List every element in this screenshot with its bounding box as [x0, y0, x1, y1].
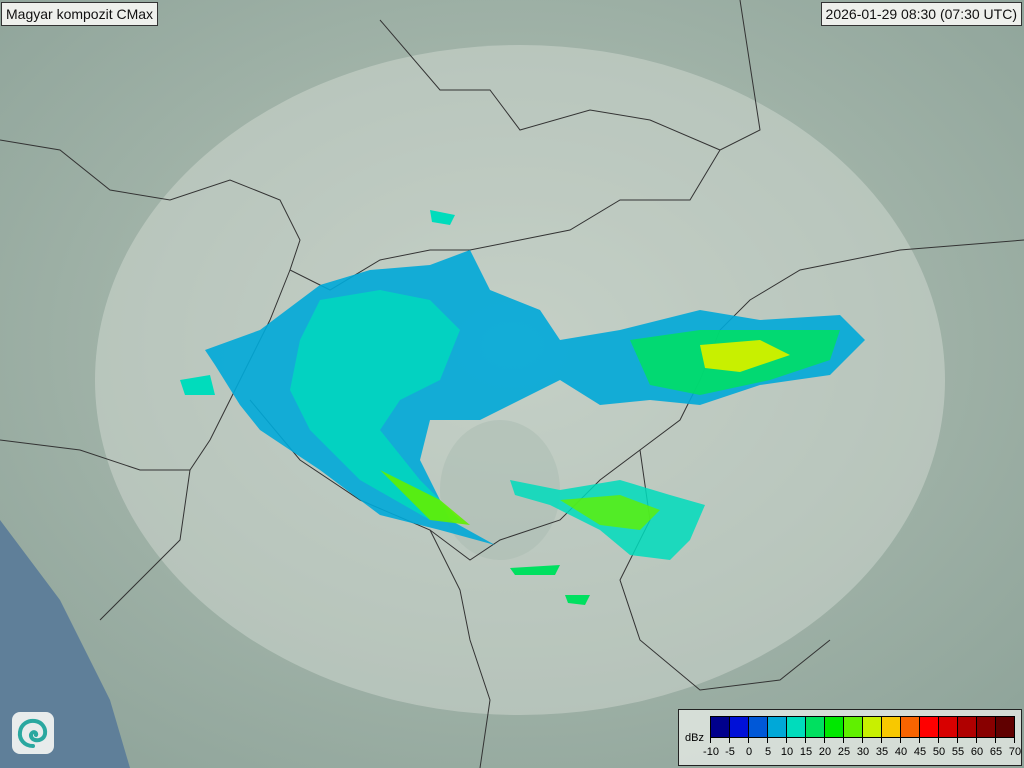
legend-tick-label: -10 [703, 746, 719, 758]
legend-tick-mark [729, 738, 730, 743]
legend-color-cell [806, 717, 825, 737]
legend-tick-mark [748, 738, 749, 743]
legend-tick-label: 50 [932, 746, 946, 758]
legend-tick-label: 20 [818, 746, 832, 758]
legend-tick-mark [900, 738, 901, 743]
legend-tick-mark [1014, 738, 1015, 743]
legend-tick-mark [976, 738, 977, 743]
legend-tick-label: 30 [856, 746, 870, 758]
legend-color-cell [844, 717, 863, 737]
legend-tick-mark [957, 738, 958, 743]
legend-color-cell [958, 717, 977, 737]
legend-color-cell [863, 717, 882, 737]
legend-tick-mark [767, 738, 768, 743]
legend-tick-label: 5 [764, 746, 772, 758]
color-scale [710, 716, 1015, 738]
legend-tick-mark [995, 738, 996, 743]
legend-tick-mark [786, 738, 787, 743]
adriatic-sea [0, 520, 130, 768]
legend-tick-label: 55 [951, 746, 965, 758]
legend-color-cell [730, 717, 749, 737]
legend-color-cell [787, 717, 806, 737]
radar-echoes [180, 210, 865, 605]
legend-tick-mark [843, 738, 844, 743]
legend-tick-mark [824, 738, 825, 743]
legend-color-cell [996, 717, 1014, 737]
legend-color-cell [882, 717, 901, 737]
legend-color-cell [711, 717, 730, 737]
legend-color-cell [749, 717, 768, 737]
legend-tick-label: 60 [970, 746, 984, 758]
legend-tick-mark [805, 738, 806, 743]
legend-tick-label: 70 [1008, 746, 1022, 758]
legend-unit: dBz [685, 732, 704, 744]
legend-tick-label: 40 [894, 746, 908, 758]
legend-tick-label: -5 [725, 746, 735, 758]
legend-tick-mark [938, 738, 939, 743]
legend-tick-label: 10 [780, 746, 794, 758]
legend-color-cell [768, 717, 787, 737]
legend-tick-mark [862, 738, 863, 743]
legend-tick-mark [710, 738, 711, 743]
legend-tick-label: 35 [875, 746, 889, 758]
legend-tick-label: 25 [837, 746, 851, 758]
legend-tick-mark [881, 738, 882, 743]
dbz-legend: dBz -10 -5 0 5 10 15 20 25 30 35 40 45 50 55 60 65 70 [678, 709, 1022, 766]
swirl-logo-icon[interactable] [12, 712, 54, 754]
legend-color-cell [939, 717, 958, 737]
legend-color-cell [920, 717, 939, 737]
legend-tick-label: 65 [989, 746, 1003, 758]
legend-tick-label: 45 [913, 746, 927, 758]
legend-tick-mark [919, 738, 920, 743]
timestamp: 2026-01-29 08:30 (07:30 UTC) [820, 2, 1022, 26]
legend-tick-label: 15 [799, 746, 813, 758]
legend-tick-label: 0 [745, 746, 753, 758]
legend-color-cell [901, 717, 920, 737]
legend-color-cell [825, 717, 844, 737]
legend-color-cell [977, 717, 996, 737]
product-title: Magyar kompozit CMax [1, 2, 159, 26]
